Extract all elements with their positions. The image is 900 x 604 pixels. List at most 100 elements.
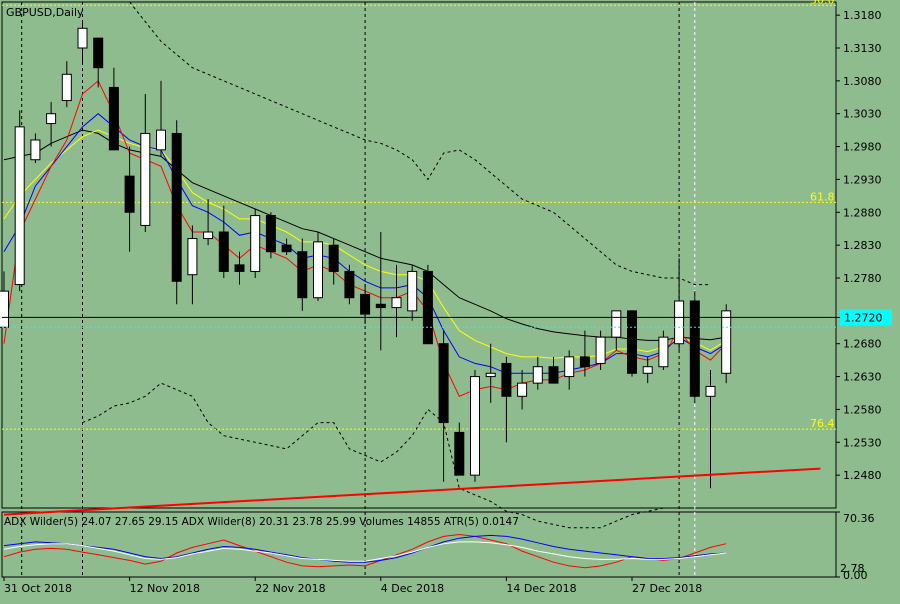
candle [265,212,276,259]
candle-body [674,300,685,345]
candle [297,238,308,311]
candle-body [156,129,166,151]
candle-body [46,113,57,125]
price-tick-label: 1.3130 [843,42,882,55]
candle [250,209,261,278]
candle-body [203,231,214,240]
candle-body [579,356,590,368]
candle-body [689,300,700,397]
candle-body [548,366,559,384]
indicator-series-line [3,534,727,563]
price-panel-frame [1,1,837,509]
candle [689,291,700,403]
candle-body [705,385,716,397]
candle [203,199,214,246]
candle [579,330,590,377]
price-tick-label: 1.3180 [843,9,882,22]
indicator-tick-label: 70.36 [843,512,875,525]
candle-body [234,264,245,272]
indicator-title: ADX Wilder(5) 24.07 27.65 29.15 ADX Wild… [4,516,519,528]
indicator-tick-label: 0.00 [843,569,868,582]
time-tick-label: 27 Dec 2018 [632,582,702,595]
band-upper-line [129,1,711,286]
candle-body [438,343,449,424]
candles [0,21,732,489]
candle-body [265,215,276,253]
price-panel-grid [1,1,837,578]
candle-body [297,251,308,299]
candle-body [517,382,528,397]
candle-body [611,310,622,338]
candle [422,264,433,345]
indicator-extra-label: 2.78 [840,562,865,575]
current-price-badge [840,309,892,326]
price-tick-label: 1.2580 [843,403,882,416]
candle-body [407,270,418,312]
candle [140,94,151,232]
indicator-series-line [3,541,727,562]
candle [218,205,229,278]
candle-body [328,244,339,272]
price-tick-label: 1.2830 [843,239,882,252]
candle-body [627,310,637,374]
candle [14,110,25,292]
candle [517,370,528,410]
indicator-panel-frame [1,511,837,578]
candle-body [30,139,41,161]
candle-body [422,270,433,345]
candle [77,21,88,65]
candle-body [454,431,465,476]
candle [156,80,166,157]
candle [187,225,198,305]
candle-body [564,356,575,378]
candle-body [313,241,323,299]
candle [234,251,245,285]
candle [407,264,418,321]
current-price-label: 1.2720 [844,311,883,324]
candle-body [470,376,480,476]
candle [454,422,465,476]
time-tick-label: 4 Dec 2018 [381,582,444,595]
candle-body [344,270,355,299]
indicator-series-line [3,533,727,569]
candle-body [171,132,182,282]
candle [61,61,72,108]
time-tick-label: 31 Oct 2018 [4,582,72,595]
time-axis: 31 Oct 2018 12 Nov 2018 22 Nov 2018 4 Dec 2… [3,577,702,595]
envelope-bands [82,1,711,529]
price-tick-label: 1.2680 [843,338,882,351]
indicator-panel: 70.36 0.002.78 [3,511,875,582]
candle-body [218,231,229,272]
candle [721,304,732,384]
candle-body [485,372,496,378]
candle-body [108,86,119,151]
candle [360,284,371,324]
candle-body [93,37,104,69]
price-tick-label: 1.2980 [843,141,882,154]
candle [642,356,653,384]
ema-blue-line [3,113,727,374]
candle [548,356,559,384]
candle [532,356,543,390]
candle [313,232,323,301]
candle-body [250,215,261,272]
candle-body [721,310,732,374]
candle-body [595,336,606,364]
candle-body [658,336,669,368]
candle-body [532,366,543,384]
candle [674,258,685,351]
fib-level-label: 76.4 [810,417,835,430]
fib-level-label: 61.8 [810,190,835,203]
price-overlays [2,316,836,516]
trend-line [3,467,821,516]
candle [328,238,339,285]
candle [108,67,119,151]
candle [705,370,716,489]
price-tick-label: 1.2880 [843,206,882,219]
candle [595,330,606,370]
candle-body [642,366,653,374]
ma-black-line [3,129,727,341]
candle-body [140,132,151,226]
